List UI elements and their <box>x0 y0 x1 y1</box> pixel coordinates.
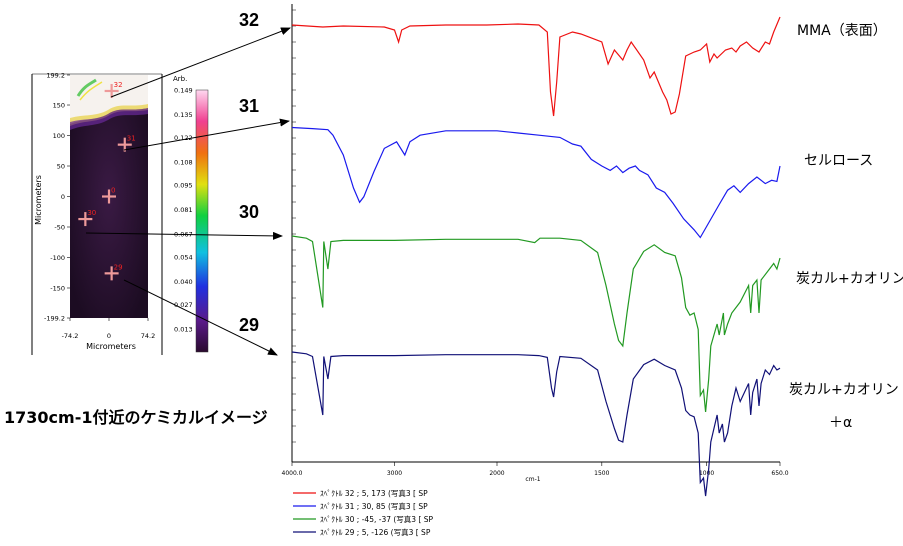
map-x-tick-label: 74.2 <box>141 332 155 340</box>
arrow-32 <box>110 27 291 98</box>
hotspot-streak-core <box>79 81 103 101</box>
spectra-x-tick-label: 3000 <box>387 470 402 477</box>
arrow-31 <box>123 118 290 151</box>
map-markers: 32 31 0 30 29 <box>78 81 136 281</box>
colorbar-tick-label: 0.135 <box>174 111 193 119</box>
spectrum-line-30 <box>291 235 781 413</box>
colorbar-tick-label: 0.013 <box>174 326 193 334</box>
marker-label: 0 <box>111 187 115 195</box>
map-y-tick-label: 0 <box>61 193 65 201</box>
legend-label-31: ｽﾍﾟｸﾄﾙ 31 ; 30, 85 (写真3 [ SP <box>320 501 428 511</box>
arrow-29 <box>123 279 278 356</box>
colorbar-title: Arb. <box>173 75 187 83</box>
map-x-tick-label: -74.2 <box>62 332 79 340</box>
marker-label: 29 <box>114 263 123 271</box>
chemical-image-panel: Micrometers 199.2 150 100 50 0 -50 -100 -150 -19… <box>31 72 209 355</box>
interface-band-inner <box>70 108 148 130</box>
spectrum-label-mma: MMA（表面） <box>797 23 887 39</box>
map-y-tick-label: -100 <box>50 254 65 262</box>
spectra-x-tick-label: 2000 <box>489 470 504 477</box>
spectrum-line-29 <box>291 351 781 497</box>
connector-arrows <box>85 27 291 356</box>
colorbar-tick-label: 0.081 <box>174 206 193 214</box>
spectrum-line-31 <box>291 126 781 239</box>
spectrum-number-32: 32 <box>239 10 260 30</box>
spectrum-label-alpha: ＋α <box>829 415 853 431</box>
map-y-tick-label: -50 <box>54 223 65 231</box>
map-x-axis-label: Micrometers <box>86 342 136 351</box>
spectrum-label-cellulose: セルロース <box>804 153 874 169</box>
colorbar-tick-label: 0.122 <box>174 134 193 142</box>
chemical-image-caption: 1730cm-1付近のケミカルイメージ <box>4 408 268 427</box>
map-y-tick-label: 150 <box>53 102 65 110</box>
marker-label: 30 <box>87 209 96 217</box>
colorbar-tick-label: 0.108 <box>174 159 193 167</box>
map-x-ticks: -74.2 0 74.2 <box>62 318 155 340</box>
colorbar-tick-label: 0.040 <box>174 278 193 286</box>
spectra-x-ticks: 4000.0 3000 2000 1500 1000 650.0 <box>282 462 789 477</box>
spectra-x-tick-label: 650.0 <box>771 470 788 477</box>
spectrum-label-calcium-kaolin-alpha: 炭カル+カオリン <box>789 382 899 398</box>
spectrum-line-32 <box>291 16 781 117</box>
colorbar-tick-label: 0.027 <box>174 301 193 309</box>
spectrum-number-30: 30 <box>239 202 260 222</box>
colorbar-tick-label: 0.149 <box>174 87 193 95</box>
spectra-legend: ｽﾍﾟｸﾄﾙ 32 ; 5, 173 (写真3 [ SP ｽﾍﾟｸﾄﾙ 31 ; … <box>293 488 434 537</box>
spectra-x-tick-label: 1000 <box>699 470 714 477</box>
marker-label: 31 <box>127 135 136 143</box>
spectrum-number-29: 29 <box>239 315 260 335</box>
arrow-30 <box>85 231 283 240</box>
mma-surface-region <box>70 75 148 124</box>
map-y-tick-label: -150 <box>50 284 65 292</box>
spectra-x-axis-label: cm-1 <box>525 476 540 483</box>
map-y-tick-label: -199.2 <box>44 315 65 323</box>
map-y-axis-label: Micrometers <box>34 175 43 225</box>
spectra-x-tick-label: 4000.0 <box>282 470 303 477</box>
colorbar-tick-label: 0.095 <box>174 181 193 189</box>
spectra-x-tick-label: 1500 <box>594 470 609 477</box>
legend-label-30: ｽﾍﾟｸﾄﾙ 30 ; -45, -37 (写真3 [ SP <box>320 514 434 524</box>
map-y-tick-label: 50 <box>57 163 65 171</box>
map-y-tick-label: 100 <box>53 132 65 140</box>
map-x-tick-label: 0 <box>107 332 111 340</box>
spectrum-number-31: 31 <box>239 96 260 116</box>
colorbar-tick-label: 0.054 <box>174 254 193 262</box>
colorbar-ticks: 0.1490.1350.1220.1080.0950.0810.0670.054… <box>174 87 193 334</box>
hotspot-streak <box>76 78 97 97</box>
map-y-ticks: 199.2 150 100 50 0 -50 -100 -150 -199.2 <box>44 72 70 323</box>
marker-label: 32 <box>114 81 123 89</box>
legend-label-29: ｽﾍﾟｸﾄﾙ 29 ; 5, -126 (写真3 [ SP <box>320 527 431 537</box>
spectra-panel: 4000.0 3000 2000 1500 1000 650.0 cm-1 ｽﾍﾟｸﾄﾙ … <box>282 4 789 537</box>
legend-label-32: ｽﾍﾟｸﾄﾙ 32 ; 5, 173 (写真3 [ SP <box>320 488 428 498</box>
spectrum-label-calcium-kaolin: 炭カル+カオリン <box>796 271 903 287</box>
spectra-y-minor-ticks <box>292 9 296 443</box>
spectra-lines <box>291 16 781 497</box>
colorbar <box>195 89 209 353</box>
map-y-tick-label: 199.2 <box>46 72 65 80</box>
